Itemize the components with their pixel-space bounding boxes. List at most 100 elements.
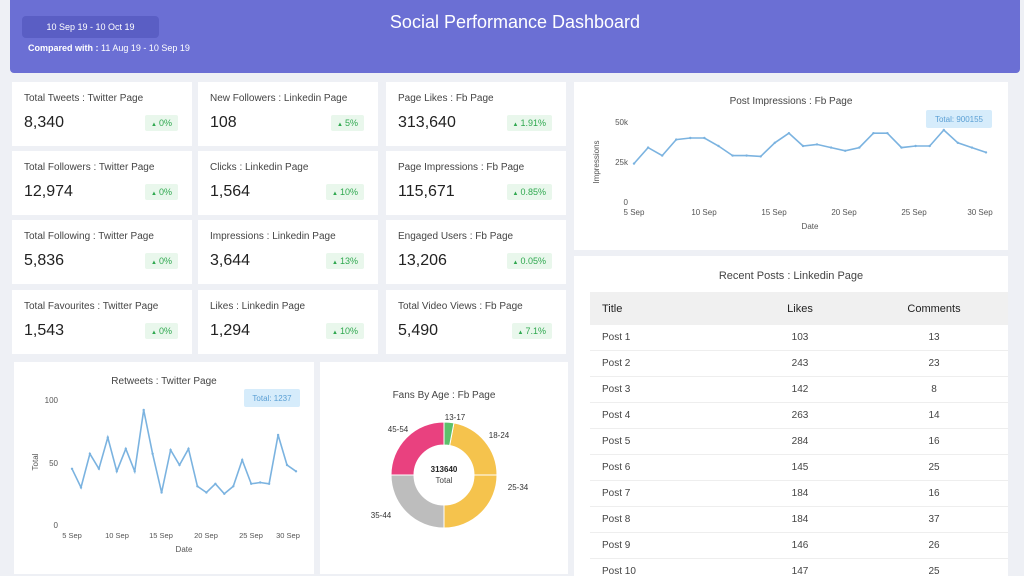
post-impressions-panel: Post Impressions : Fb Page 50k 25k 0 Imp… xyxy=(574,82,1008,250)
date-range-picker[interactable]: 10 Sep 19 - 10 Oct 19 xyxy=(22,16,159,38)
data-point[interactable] xyxy=(178,463,181,467)
recent-posts-table: Title Likes Comments Post 1 103 13 Post 2 24… xyxy=(590,292,1008,576)
data-point[interactable] xyxy=(801,144,805,148)
data-point[interactable] xyxy=(956,141,959,144)
kpi-change-value: 0% xyxy=(158,256,172,266)
data-point[interactable] xyxy=(294,470,298,473)
data-point[interactable] xyxy=(133,470,136,473)
slice-label: 13-17 xyxy=(445,413,466,422)
data-point[interactable] xyxy=(124,447,128,450)
data-point[interactable] xyxy=(223,492,226,495)
kpi-change-badge: ▲ 0% xyxy=(145,253,178,269)
column-header-title[interactable]: Title xyxy=(602,302,623,315)
data-point[interactable] xyxy=(928,144,931,148)
kpi-value: 1,294 xyxy=(210,322,251,339)
kpi-change-badge: ▲ 0% xyxy=(145,115,178,131)
data-point[interactable] xyxy=(646,146,650,149)
data-point[interactable] xyxy=(689,136,692,140)
post-likes-cell: 243 xyxy=(791,358,809,369)
data-point[interactable] xyxy=(115,470,119,473)
column-header-comments[interactable]: Comments xyxy=(907,302,961,315)
table-row[interactable]: Post 3 142 8 xyxy=(590,377,1008,403)
data-point[interactable] xyxy=(661,154,664,157)
data-point[interactable] xyxy=(900,146,903,149)
data-point[interactable] xyxy=(97,467,101,470)
data-point[interactable] xyxy=(632,162,636,165)
kpi-value: 1,543 xyxy=(24,322,65,339)
data-point[interactable] xyxy=(232,485,235,488)
data-point[interactable] xyxy=(970,146,974,149)
data-point[interactable] xyxy=(160,491,163,494)
kpi-label: Likes : Linkedin Page xyxy=(210,301,306,312)
kpi-change-value: 1.91% xyxy=(520,118,546,128)
data-point[interactable] xyxy=(872,132,875,135)
data-point[interactable] xyxy=(106,436,110,439)
donut-center-value: 313640 xyxy=(431,465,458,474)
data-point[interactable] xyxy=(773,141,776,144)
table-row[interactable]: Post 5 284 16 xyxy=(590,429,1008,455)
up-arrow-icon: ▲ xyxy=(332,260,338,266)
table-row[interactable]: Post 6 145 25 xyxy=(590,455,1008,481)
data-point[interactable] xyxy=(844,149,847,152)
data-point[interactable] xyxy=(169,448,172,452)
kpi-change-value: 0% xyxy=(158,326,172,336)
kpi-card: Total Followers : Twitter Page 12,974 ▲ 0% xyxy=(12,151,192,215)
data-point[interactable] xyxy=(984,151,988,154)
data-point[interactable] xyxy=(759,155,762,158)
donut-slice[interactable] xyxy=(443,474,498,529)
data-point[interactable] xyxy=(142,408,145,412)
data-point[interactable] xyxy=(787,132,791,135)
data-point[interactable] xyxy=(70,467,74,470)
table-row[interactable]: Post 8 184 37 xyxy=(590,507,1008,533)
data-point[interactable] xyxy=(259,481,262,484)
data-point[interactable] xyxy=(942,128,945,132)
data-point[interactable] xyxy=(276,433,280,437)
data-point[interactable] xyxy=(703,136,706,140)
data-point[interactable] xyxy=(829,146,833,149)
data-point[interactable] xyxy=(858,146,861,149)
post-likes-cell: 146 xyxy=(791,540,809,551)
data-point[interactable] xyxy=(250,482,253,485)
up-arrow-icon: ▲ xyxy=(151,330,157,336)
column-header-likes[interactable]: Likes xyxy=(787,302,813,315)
table-row[interactable]: Post 7 184 16 xyxy=(590,481,1008,507)
post-comments-cell: 16 xyxy=(928,488,940,499)
post-likes-cell: 263 xyxy=(791,410,809,421)
data-point[interactable] xyxy=(241,458,244,462)
data-point[interactable] xyxy=(815,143,819,146)
table-row[interactable]: Post 4 263 14 xyxy=(590,403,1008,429)
post-comments-cell: 26 xyxy=(928,540,940,551)
data-point[interactable] xyxy=(151,452,154,455)
series-line xyxy=(71,409,297,495)
table-row[interactable]: Post 9 146 26 xyxy=(590,533,1008,559)
data-point[interactable] xyxy=(886,132,889,135)
data-point[interactable] xyxy=(187,447,190,450)
up-arrow-icon: ▲ xyxy=(332,330,338,336)
data-point[interactable] xyxy=(675,138,678,141)
kpi-value: 1,564 xyxy=(210,183,251,200)
kpi-value: 108 xyxy=(210,114,237,131)
donut-center-label: Total xyxy=(436,476,453,485)
data-point[interactable] xyxy=(914,144,917,148)
donut-slice[interactable] xyxy=(449,422,498,476)
series-line xyxy=(633,128,987,165)
data-point[interactable] xyxy=(731,154,734,157)
table-row[interactable]: Post 1 103 13 xyxy=(590,325,1008,351)
data-point[interactable] xyxy=(285,463,289,467)
kpi-change-value: 10% xyxy=(339,326,358,336)
data-point[interactable] xyxy=(267,482,271,485)
data-point[interactable] xyxy=(214,482,217,485)
donut-slice[interactable] xyxy=(390,474,445,529)
data-point[interactable] xyxy=(79,486,83,489)
data-point[interactable] xyxy=(88,452,92,455)
data-point[interactable] xyxy=(205,491,208,494)
data-point[interactable] xyxy=(745,154,748,157)
donut-slice[interactable] xyxy=(443,421,455,447)
y-axis-label: Impressions xyxy=(592,140,601,183)
table-row[interactable]: Post 10 147 25 xyxy=(590,559,1008,576)
slice-label: 35-44 xyxy=(371,511,392,520)
data-point[interactable] xyxy=(196,485,199,488)
table-row[interactable]: Post 2 243 23 xyxy=(590,351,1008,377)
data-point[interactable] xyxy=(717,144,720,148)
kpi-value: 13,206 xyxy=(398,252,447,269)
